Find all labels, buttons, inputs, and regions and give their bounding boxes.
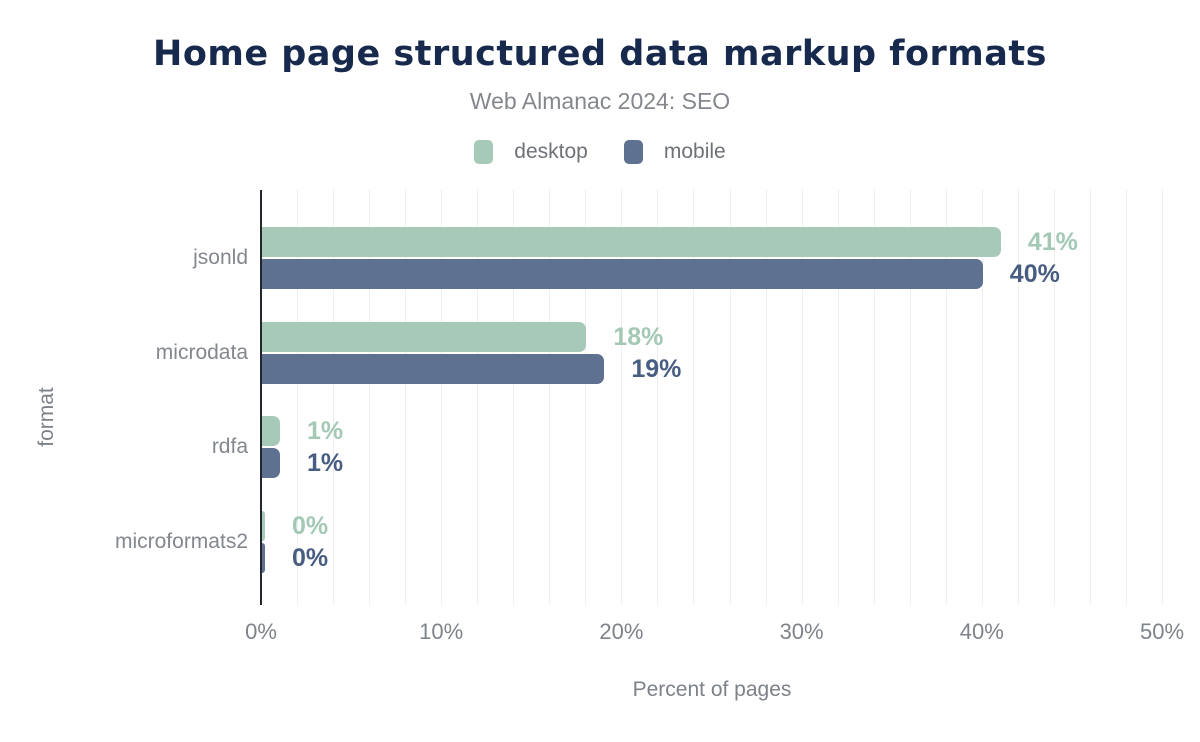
- value-label-desktop-microformats2: 0%: [292, 512, 329, 540]
- legend-label-mobile: mobile: [663, 140, 726, 163]
- bar-desktop-microformats2: [262, 511, 265, 541]
- gridline: [585, 190, 587, 605]
- gridline: [945, 190, 947, 605]
- x-tick-label-0%: 0%: [245, 619, 277, 644]
- gridline: [441, 190, 443, 605]
- category-label-rdfa: rdfa: [211, 435, 248, 458]
- gridline: [477, 190, 479, 605]
- gridline: [873, 190, 875, 605]
- category-label-jsonld: jsonld: [193, 246, 248, 269]
- value-label-mobile-rdfa: 1%: [307, 449, 344, 477]
- chart-subtitle: Web Almanac 2024: SEO: [469, 88, 731, 114]
- bar-desktop-jsonld: [262, 227, 1001, 257]
- gridline: [765, 190, 767, 605]
- mobile-swatch-icon: [623, 140, 643, 164]
- y-axis-title: format: [35, 387, 58, 447]
- gridline: [549, 190, 551, 605]
- bar-desktop-rdfa: [262, 416, 281, 446]
- value-label-desktop-rdfa: 1%: [307, 417, 344, 445]
- x-tick-label-50%: 50%: [1139, 619, 1185, 644]
- chart-title: Home page structured data markup formats: [153, 34, 1047, 74]
- legend-item-mobile[interactable]: mobile: [623, 140, 726, 164]
- value-label-mobile-microdata: 19%: [631, 355, 682, 383]
- y-axis-line: [260, 190, 262, 605]
- gridline: [369, 190, 371, 605]
- value-label-desktop-microdata: 18%: [613, 323, 664, 351]
- category-label-microdata: microdata: [155, 341, 248, 364]
- bar-mobile-microformats2: [262, 543, 265, 573]
- legend-item-desktop[interactable]: desktop: [474, 140, 588, 164]
- gridline: [837, 190, 839, 605]
- value-label-mobile-microformats2: 0%: [292, 544, 329, 572]
- gridline: [693, 190, 695, 605]
- value-label-mobile-jsonld: 40%: [1009, 260, 1060, 288]
- gridline: [729, 190, 731, 605]
- bar-mobile-jsonld: [262, 259, 983, 289]
- bar-mobile-rdfa: [262, 448, 281, 478]
- x-tick-label-10%: 10%: [419, 619, 464, 644]
- bar-mobile-microdata: [262, 354, 605, 384]
- legend-label-desktop: desktop: [514, 140, 588, 163]
- x-tick-label-40%: 40%: [959, 619, 1004, 644]
- gridline: [405, 190, 407, 605]
- bar-desktop-microdata: [262, 322, 587, 352]
- value-label-desktop-jsonld: 41%: [1027, 228, 1078, 256]
- gridline: [657, 190, 659, 605]
- category-label-microformats2: microformats2: [114, 530, 248, 553]
- legend: desktop mobile: [0, 140, 1200, 164]
- gridline: [1089, 190, 1091, 605]
- gridline: [1053, 190, 1055, 605]
- x-axis-title: Percent of pages: [632, 678, 792, 701]
- gridline: [333, 190, 335, 605]
- gridline: [621, 190, 623, 605]
- gridline: [1162, 190, 1163, 605]
- gridline: [909, 190, 911, 605]
- gridline: [297, 190, 299, 605]
- gridline: [801, 190, 803, 605]
- x-tick-label-20%: 20%: [599, 619, 644, 644]
- desktop-swatch-icon: [474, 140, 494, 164]
- x-tick-label-30%: 30%: [779, 619, 824, 644]
- gridline: [1017, 190, 1019, 605]
- gridline: [513, 190, 515, 605]
- gridline: [981, 190, 983, 605]
- gridline: [1125, 190, 1127, 605]
